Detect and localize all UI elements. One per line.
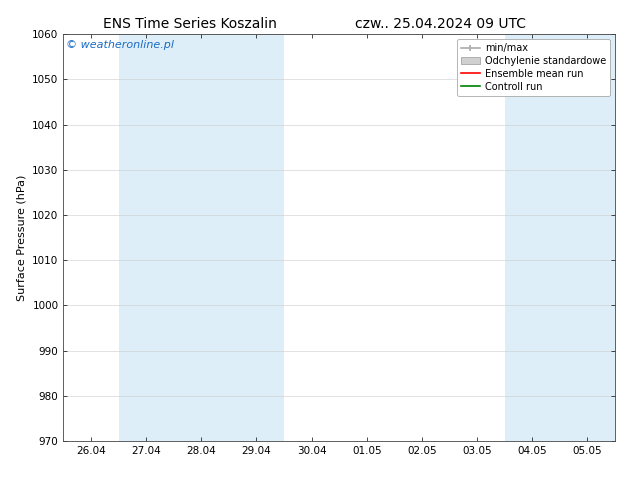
Text: ENS Time Series Koszalin: ENS Time Series Koszalin bbox=[103, 17, 277, 31]
Bar bbox=[505, 34, 634, 441]
Text: czw.. 25.04.2024 09 UTC: czw.. 25.04.2024 09 UTC bbox=[355, 17, 526, 31]
Text: © weatheronline.pl: © weatheronline.pl bbox=[66, 40, 174, 50]
Y-axis label: Surface Pressure (hPa): Surface Pressure (hPa) bbox=[16, 174, 27, 301]
Bar bbox=[119, 34, 284, 441]
Title: ENS Time Series Koszalin        czw.. 25.04.2024 09 UTC: ENS Time Series Koszalin czw.. 25.04.202… bbox=[0, 489, 1, 490]
Legend: min/max, Odchylenie standardowe, Ensemble mean run, Controll run: min/max, Odchylenie standardowe, Ensembl… bbox=[456, 39, 610, 96]
